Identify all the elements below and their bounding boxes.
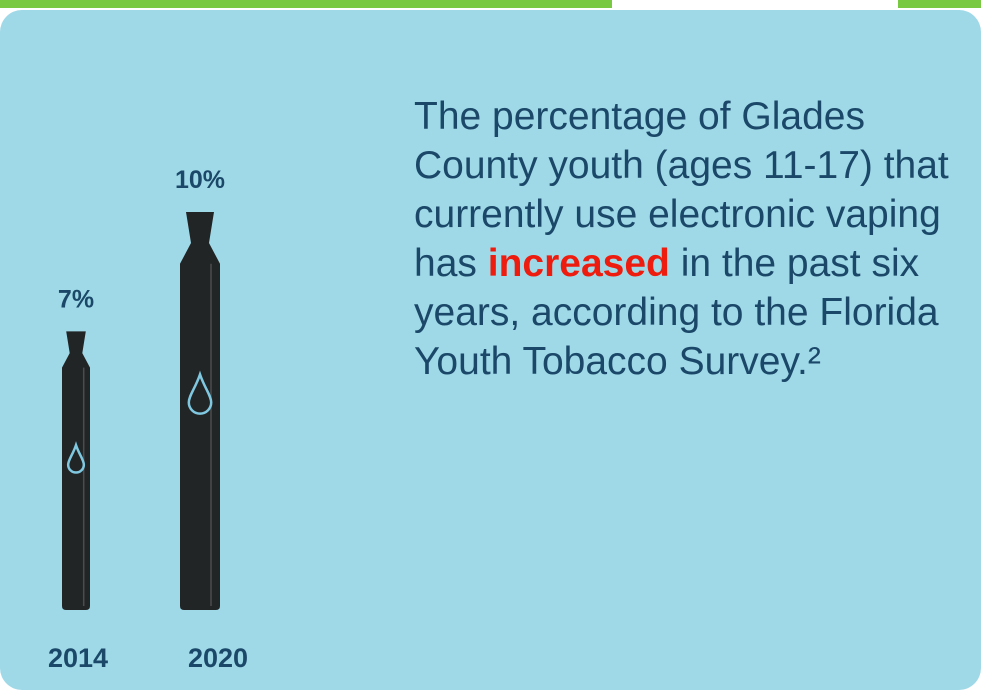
category-label: 2014	[48, 643, 108, 673]
top-bar	[0, 0, 612, 8]
description: The percentage of Glades County youth (a…	[414, 92, 962, 386]
panel	[0, 10, 981, 690]
value-label: 10%	[175, 166, 225, 194]
value-label: 7%	[58, 285, 94, 313]
pen-bar	[180, 212, 220, 610]
drop-icon	[66, 441, 86, 474]
top-bar	[898, 0, 981, 8]
chart: 7% 2014 10% 2020	[48, 166, 248, 673]
description-text: The percentage of Glades County youth (a…	[414, 95, 949, 285]
highlight: increased	[487, 242, 670, 285]
drop-icon	[187, 370, 213, 415]
pen-bar	[62, 331, 90, 610]
description-text: in the past six years, according to the …	[414, 242, 939, 383]
category-label: 2020	[188, 643, 248, 673]
